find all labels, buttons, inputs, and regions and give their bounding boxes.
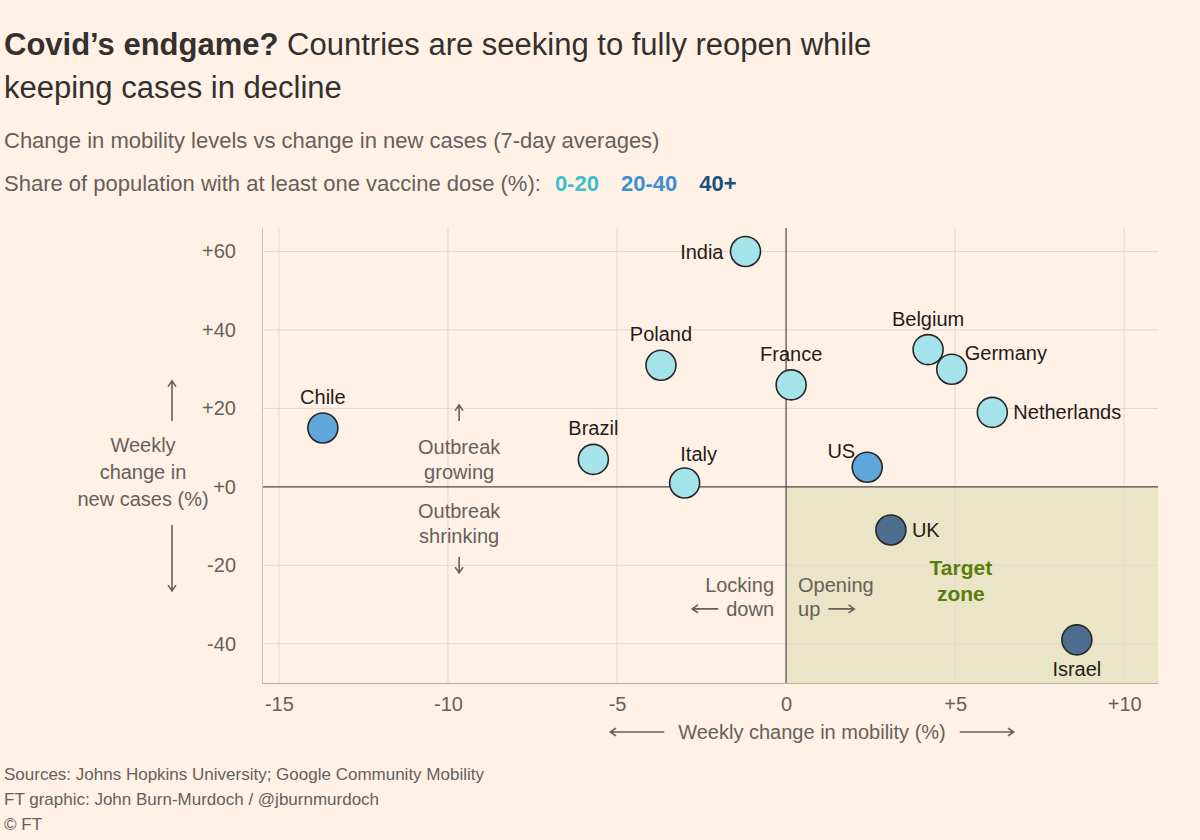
- arrow: [455, 557, 463, 573]
- credit: FT graphic: John Burn-Murdoch / @jburnmu…: [4, 790, 379, 809]
- annotation: zone: [937, 582, 985, 605]
- x-tick: 0: [781, 683, 792, 715]
- x-axis: -15 -10 -5 0 +5 +10: [263, 683, 1159, 715]
- point-label: Chile: [300, 386, 346, 408]
- legend-title: Share of population with at least one va…: [4, 171, 541, 196]
- x-tick-label: +5: [944, 693, 967, 715]
- point: [876, 515, 906, 545]
- y-tick: -20: [207, 554, 262, 576]
- y-tick-label: -20: [207, 554, 236, 576]
- legend-entry: 20-40: [621, 171, 677, 196]
- arrow: [610, 728, 664, 736]
- point-labels: India Poland France BelgiumGermany Netherlan…: [300, 241, 1121, 680]
- point-label: US: [827, 440, 855, 462]
- copyright: © FT: [4, 815, 42, 834]
- grid-line: [617, 228, 618, 683]
- grid: [262, 228, 1158, 683]
- y-axis-line: [262, 229, 263, 684]
- source: Sources: Johns Hopkins University; Googl…: [4, 765, 484, 784]
- x-tick-label: -10: [434, 693, 463, 715]
- point-label: Brazil: [568, 417, 618, 439]
- point: [913, 335, 943, 365]
- point-label: India: [680, 241, 724, 263]
- annotation: Opening: [798, 574, 874, 596]
- y-axis-title: change in: [100, 461, 187, 483]
- chart: Covid’s endgame? Countries are seeking t…: [0, 0, 1200, 840]
- grid-line: [955, 228, 956, 683]
- point: [1062, 625, 1092, 655]
- x-axis-title: Weekly change in mobility (%): [678, 721, 946, 743]
- grid-line: [262, 565, 1158, 566]
- point-label: Poland: [630, 323, 692, 345]
- grid-line: [262, 643, 1158, 644]
- x-tick-label: +10: [1108, 693, 1142, 715]
- point: [308, 413, 338, 443]
- y-tick-label: +20: [202, 397, 236, 419]
- x-tick: -5: [609, 683, 627, 715]
- legend-entry: 40+: [699, 171, 736, 196]
- y-tick: +40: [202, 319, 262, 341]
- point: [578, 444, 608, 474]
- target-zone: [786, 487, 1158, 683]
- point: [977, 397, 1007, 427]
- point: [776, 370, 806, 400]
- x-tick: -10: [434, 683, 463, 715]
- y-axis: -40 -20 +0 +20 +40 +60: [202, 229, 262, 684]
- annotation: up: [798, 598, 820, 620]
- grid-line: [1124, 228, 1125, 683]
- point: [852, 452, 882, 482]
- point-label: France: [760, 343, 822, 365]
- grid-line: [278, 228, 279, 683]
- y-tick-label: -40: [207, 633, 236, 655]
- y-tick: +60: [202, 240, 262, 262]
- y-tick-label: +60: [202, 240, 236, 262]
- y-tick-label: +0: [213, 476, 236, 498]
- arrow: [455, 405, 463, 421]
- title: Covid’s endgame? Countries are seeking t…: [4, 27, 871, 62]
- x-tick-label: -15: [265, 693, 294, 715]
- point: [646, 350, 676, 380]
- point-label: Italy: [680, 443, 717, 465]
- zero-line: [262, 486, 1158, 487]
- point: [937, 354, 967, 384]
- x-axis-line: [263, 683, 1159, 684]
- x-tick: +5: [944, 683, 967, 715]
- grid-line: [262, 329, 1158, 330]
- y-tick: +0: [213, 476, 262, 498]
- point: [731, 237, 761, 267]
- x-tick-label: -5: [609, 693, 627, 715]
- arrow: [828, 605, 854, 613]
- x-tick: +10: [1108, 683, 1142, 715]
- point: [670, 468, 700, 498]
- arrow: [168, 381, 176, 421]
- point-label: UK: [912, 519, 940, 541]
- y-tick-label: +40: [202, 319, 236, 341]
- title: keeping cases in decline: [4, 70, 342, 105]
- arrow: [692, 605, 718, 613]
- x-tick: -15: [265, 683, 294, 715]
- y-axis-title: new cases (%): [77, 488, 208, 510]
- annotation: growing: [424, 461, 494, 483]
- y-tick: +20: [202, 397, 262, 419]
- y-axis-title: Weekly: [110, 434, 175, 456]
- zero-line: [785, 228, 786, 683]
- point-label: Israel: [1052, 658, 1101, 680]
- y-tick: -40: [207, 633, 262, 655]
- arrow: [960, 728, 1014, 736]
- x-tick-label: 0: [781, 693, 792, 715]
- subtitle: Change in mobility levels vs change in n…: [4, 128, 659, 153]
- annotation: down: [726, 598, 774, 620]
- points: [308, 237, 1092, 655]
- background: [0, 0, 1200, 840]
- annotation: Outbreak: [418, 500, 501, 522]
- point-label: Netherlands: [1013, 401, 1121, 423]
- annotation: Locking: [705, 574, 774, 596]
- annotation: Outbreak: [418, 436, 501, 458]
- arrow: [168, 525, 176, 591]
- legend-entry: 0-20: [555, 171, 599, 196]
- point-label: Germany: [965, 342, 1047, 364]
- annotation: shrinking: [419, 525, 499, 547]
- point-label: Belgium: [892, 308, 964, 330]
- annotation: Target: [930, 556, 993, 579]
